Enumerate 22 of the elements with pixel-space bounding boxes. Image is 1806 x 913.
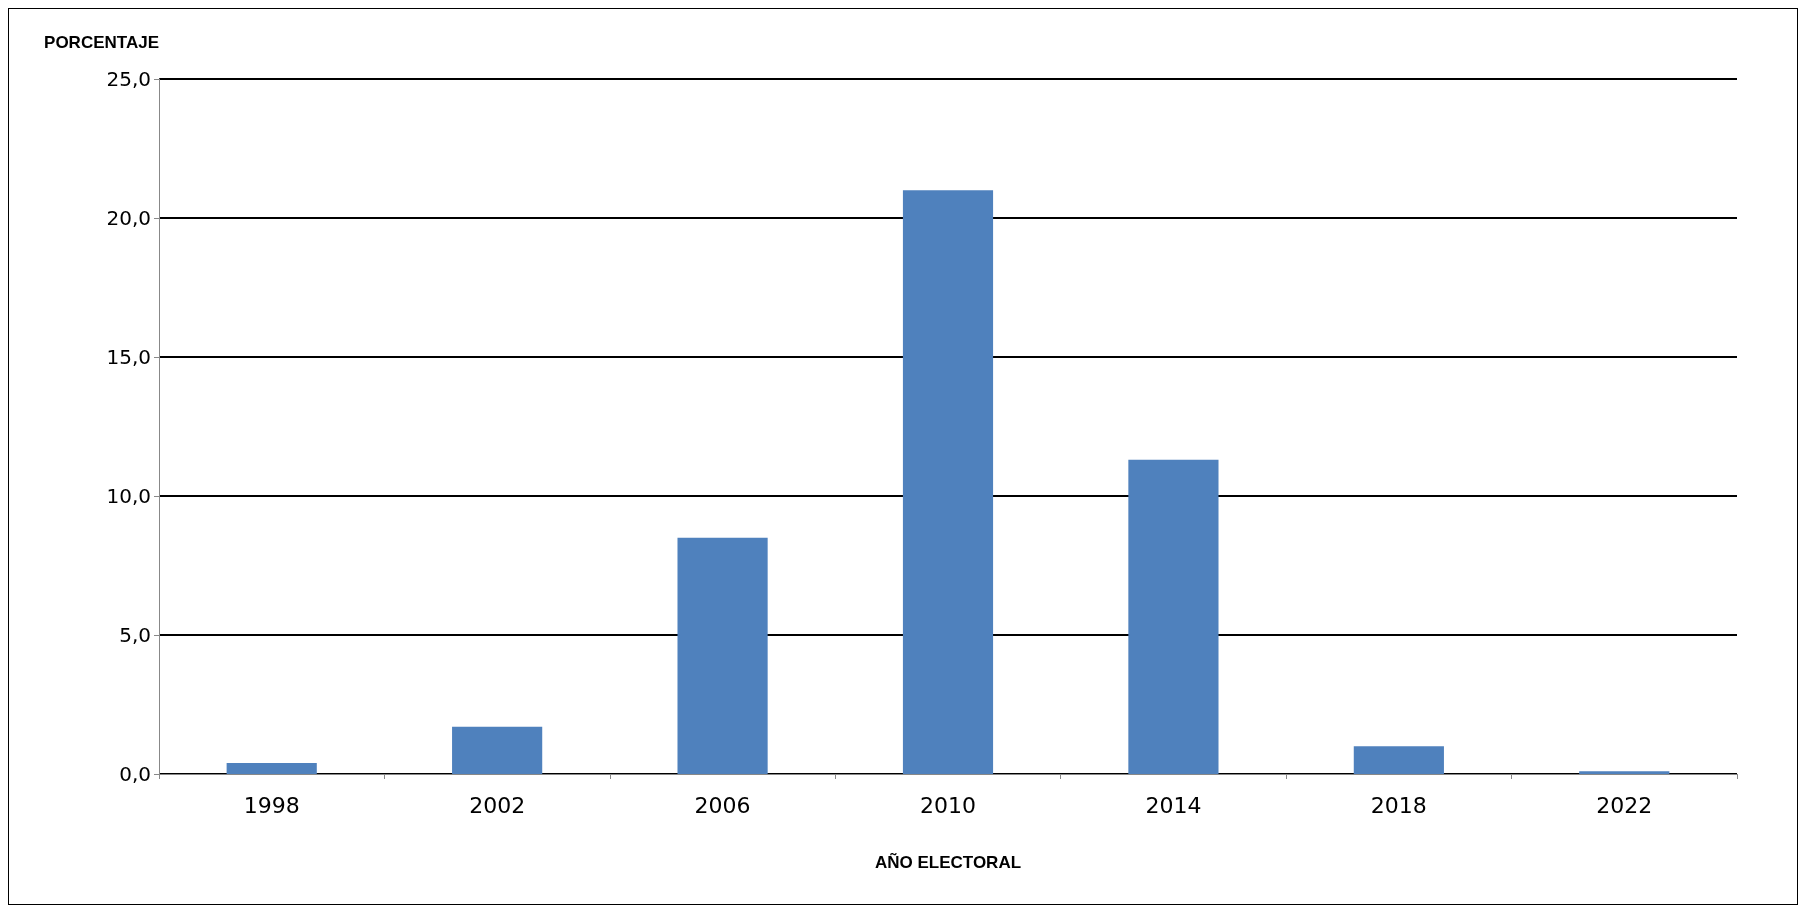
x-tick-label: 2006 xyxy=(694,792,751,818)
bar xyxy=(1128,459,1219,774)
y-tick-label: 25,0 xyxy=(106,67,151,91)
x-tick-label: 2018 xyxy=(1370,792,1427,818)
y-tick-label: 0,0 xyxy=(119,762,151,786)
bar xyxy=(1353,746,1444,774)
y-tick-label: 15,0 xyxy=(106,345,151,369)
y-axis-title: PORCENTAJE xyxy=(44,33,159,52)
y-tick-label: 20,0 xyxy=(106,206,151,230)
y-tick-label: 10,0 xyxy=(106,484,151,508)
x-tick-label: 2014 xyxy=(1145,792,1202,818)
x-axis-title: AÑO ELECTORAL xyxy=(874,852,1022,872)
x-tick-label: 2010 xyxy=(920,792,976,818)
x-tick-label: 2022 xyxy=(1596,792,1653,818)
bar xyxy=(902,190,994,774)
x-tick-label: 2002 xyxy=(469,792,526,818)
bar xyxy=(226,762,317,774)
bar xyxy=(677,537,768,774)
bar xyxy=(452,726,543,774)
y-tick-label: 5,0 xyxy=(119,623,151,647)
x-tick-label: 1998 xyxy=(243,792,300,818)
bar xyxy=(1579,771,1670,774)
